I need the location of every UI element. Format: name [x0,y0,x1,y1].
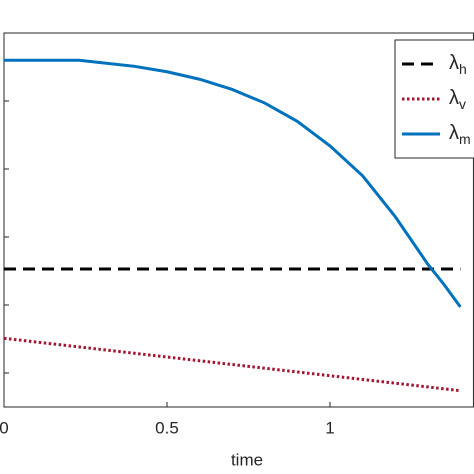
x-tick-label: 0 [0,418,9,437]
plot-frame [3,32,474,408]
legend-label: λv [449,87,466,111]
x-tick-label: 1 [325,418,334,437]
x-tick-label: 0.5 [155,418,179,437]
legend-label: λm [449,122,471,146]
series-line [4,58,462,308]
x-axis-label: time [231,450,263,469]
series-line [3,336,461,393]
legend-label: λh [449,52,467,76]
